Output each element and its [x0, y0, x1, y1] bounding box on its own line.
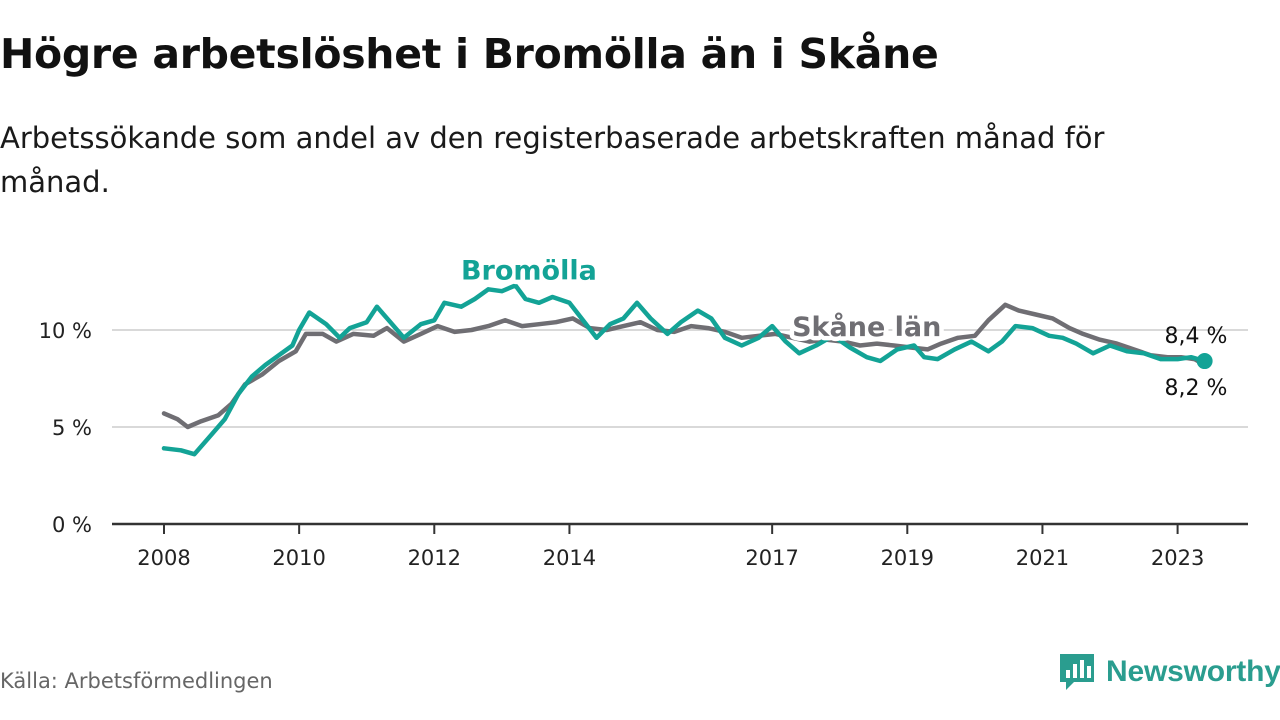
- brand-logo[interactable]: Newsworthy: [1058, 652, 1280, 692]
- series-label-skane: Skåne län: [792, 311, 941, 343]
- y-axis-ticks: 0 % 5 % 10 %: [39, 319, 92, 537]
- chart-subtitle: Arbetssökande som andel av den registerb…: [0, 121, 1105, 199]
- newsworthy-logo-icon: [1060, 654, 1094, 690]
- x-tick-label-2017: 2017: [745, 546, 798, 570]
- x-tick-label-2012: 2012: [408, 546, 461, 570]
- series-lines: [161, 283, 1213, 457]
- brand-name: Newsworthy: [1106, 655, 1280, 688]
- series-line-skane: [161, 302, 1207, 430]
- source-note: Källa: Arbetsförmedlingen: [0, 669, 273, 693]
- x-tick-label-2023: 2023: [1151, 546, 1204, 570]
- end-label-bromolla: 8,4 %: [1165, 324, 1228, 349]
- chart-title: Högre arbetslöshet i Bromölla än i Skåne: [0, 30, 939, 78]
- end-label-skane: 8,2 %: [1165, 376, 1228, 401]
- x-tick-label-2010: 2010: [272, 546, 325, 570]
- y-tick-label-10: 10 %: [39, 319, 92, 343]
- x-tick-label-2014: 2014: [543, 546, 596, 570]
- series-line-bromolla: [161, 283, 1207, 457]
- series-label-bromolla: Bromölla: [461, 256, 597, 287]
- y-tick-label-5: 5 %: [52, 416, 92, 440]
- x-tick-label-2021: 2021: [1016, 546, 1069, 570]
- series-label-halo-bromolla: Bromölla: [461, 256, 597, 287]
- series-label-halo-skane: Skåne län: [792, 311, 941, 343]
- x-axis: 2008 2010 2012 2014 2017 2019 2021 2023: [112, 522, 1248, 570]
- x-tick-label-2008: 2008: [137, 546, 190, 570]
- line-chart: 0 %5 %10 % 2008 2010 2012 2014 2017 2019 2021 2…: [38, 251, 1248, 570]
- y-tick-label-0: 0 %: [52, 513, 92, 537]
- x-tick-label-2019: 2019: [881, 546, 934, 570]
- end-point-bromolla: [1196, 353, 1213, 370]
